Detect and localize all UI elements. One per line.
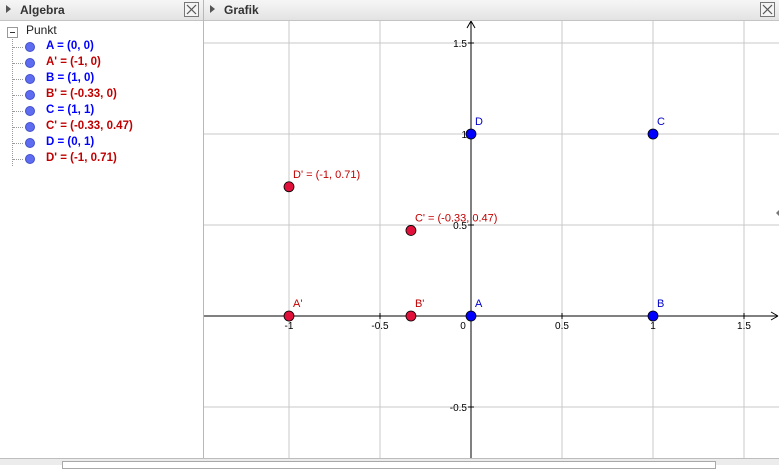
graphics-panel-header[interactable]: Grafik (204, 0, 779, 21)
collapse-triangle-icon[interactable] (6, 5, 11, 13)
y-tick-label: 1.5 (453, 39, 467, 50)
point-a[interactable] (465, 310, 477, 322)
collapse-triangle-icon[interactable] (210, 5, 215, 13)
point-label: A (475, 298, 483, 310)
point-definition[interactable]: D = (0, 1) (46, 136, 95, 148)
y-tick-label: 1 (461, 130, 467, 141)
close-icon[interactable] (184, 2, 199, 17)
y-axis-arrow-icon (466, 21, 476, 29)
point-list-item[interactable]: C' = (-0.33, 0.47) (0, 119, 200, 135)
algebra-panel: Algebra Punkt A = (0, 0) A' = (-1, 0) B = … (0, 0, 204, 458)
collapse-minus-icon[interactable] (7, 27, 18, 38)
y-tick-label: 0.5 (453, 221, 467, 232)
tree-connector (13, 47, 23, 48)
graphics-panel-title: Grafik (224, 3, 259, 17)
graphics-panel: Grafik -1 -0.5 0 0.5 1 1.5 1.5 1 0.5 -0.5 A B C D A' B'… (204, 0, 779, 458)
tree-connector (13, 111, 23, 112)
tree-line (12, 36, 13, 166)
input-field[interactable] (62, 461, 716, 469)
visibility-toggle-icon[interactable] (25, 74, 35, 84)
point-list-item[interactable]: D' = (-1, 0.71) (0, 151, 200, 167)
point-list-item[interactable]: A = (0, 0) (0, 39, 200, 55)
point-d[interactable] (465, 128, 477, 140)
point-b[interactable] (647, 310, 659, 322)
point-definition[interactable]: B' = (-0.33, 0) (46, 88, 117, 100)
visibility-toggle-icon[interactable] (25, 90, 35, 100)
panel-splitter-arrow-icon[interactable] (776, 210, 779, 216)
graphics-canvas[interactable]: -1 -0.5 0 0.5 1 1.5 1.5 1 0.5 -0.5 A B C D A' B' C' = (-… (204, 21, 779, 458)
point-definition[interactable]: D' = (-1, 0.71) (46, 152, 117, 164)
point-definition[interactable]: B = (1, 0) (46, 72, 95, 84)
object-tree: Punkt A = (0, 0) A' = (-1, 0) B = (1, 0) B'… (0, 22, 200, 172)
point-label: D' = (-1, 0.71) (293, 169, 360, 181)
visibility-toggle-icon[interactable] (25, 138, 35, 148)
point-definition[interactable]: C = (1, 1) (46, 104, 95, 116)
point-label: C' = (-0.33, 0.47) (415, 212, 498, 224)
tree-connector (13, 95, 23, 96)
point-definition[interactable]: C' = (-0.33, 0.47) (46, 120, 133, 132)
point-c[interactable] (647, 128, 659, 140)
point-definition[interactable]: A = (0, 0) (46, 40, 94, 52)
point-list-item[interactable]: B' = (-0.33, 0) (0, 87, 200, 103)
visibility-toggle-icon[interactable] (25, 106, 35, 116)
point-c-prime[interactable] (405, 225, 417, 236)
algebra-panel-header[interactable]: Algebra (0, 0, 203, 21)
tree-connector (13, 79, 23, 80)
x-axis-arrow-icon (770, 311, 779, 321)
x-tick-label: 0 (460, 321, 466, 332)
algebra-panel-title: Algebra (20, 3, 65, 17)
tree-connector (13, 127, 23, 128)
x-tick-label: 0.5 (555, 321, 569, 332)
category-punkt[interactable]: Punkt (26, 23, 57, 37)
point-d-prime[interactable] (283, 181, 295, 193)
tree-connector (13, 159, 23, 160)
point-list-item[interactable]: C = (1, 1) (0, 103, 200, 119)
point-label: B' (415, 298, 424, 310)
x-tick-label: 1.5 (737, 321, 751, 332)
point-list-item[interactable]: B = (1, 0) (0, 71, 200, 87)
point-label: D (475, 116, 483, 128)
visibility-toggle-icon[interactable] (25, 58, 35, 68)
point-label: C (657, 116, 665, 128)
point-label: B (657, 298, 664, 310)
visibility-toggle-icon[interactable] (25, 122, 35, 132)
point-list-item[interactable]: D = (0, 1) (0, 135, 200, 151)
coordinate-plane[interactable]: -1 -0.5 0 0.5 1 1.5 1.5 1 0.5 -0.5 A B C D A' B' C' = (-… (204, 21, 779, 458)
point-label: A' (293, 298, 302, 310)
tree-connector (13, 143, 23, 144)
tree-connector (13, 63, 23, 64)
x-tick-label: 1 (650, 321, 656, 332)
y-tick-label: -0.5 (450, 403, 468, 414)
point-definition[interactable]: A' = (-1, 0) (46, 56, 101, 68)
point-b-prime[interactable] (405, 310, 417, 322)
x-tick-label: -1 (285, 321, 294, 332)
point-a-prime[interactable] (283, 310, 295, 322)
x-tick-label: -0.5 (371, 321, 389, 332)
point-list-item[interactable]: A' = (-1, 0) (0, 55, 200, 71)
close-icon[interactable] (760, 2, 775, 17)
visibility-toggle-icon[interactable] (25, 42, 35, 52)
visibility-toggle-icon[interactable] (25, 154, 35, 164)
